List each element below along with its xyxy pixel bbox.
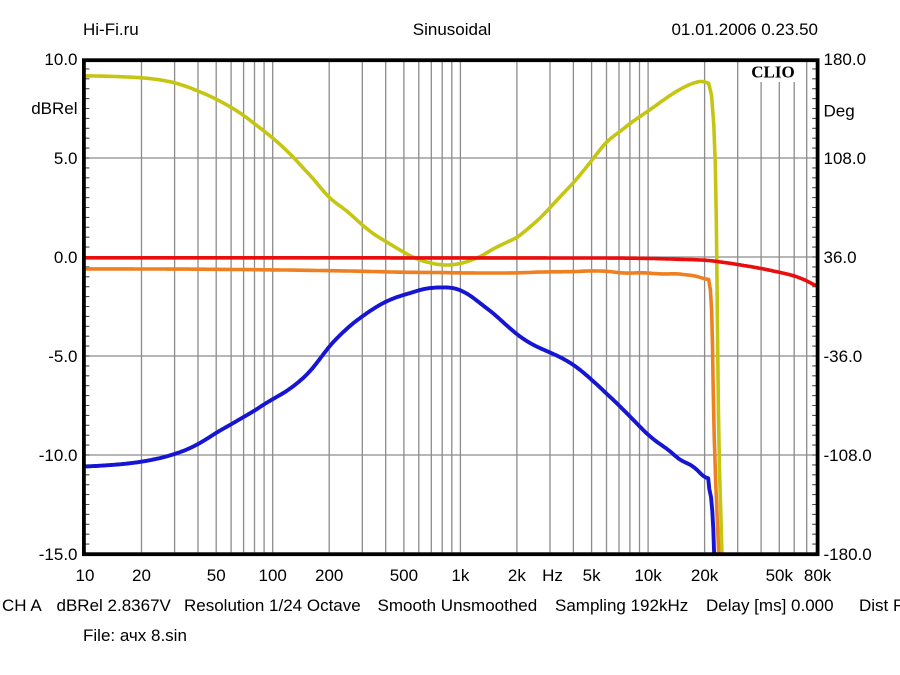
svg-text:50k: 50k [766, 566, 794, 585]
svg-text:200: 200 [315, 566, 343, 585]
svg-text:180.0: 180.0 [824, 50, 867, 69]
svg-text:Smooth Unsmoothed: Smooth Unsmoothed [378, 596, 538, 615]
svg-text:CH A: CH A [2, 596, 42, 615]
svg-text:Deg: Deg [824, 102, 855, 121]
svg-text:dBRel 2.8367V: dBRel 2.8367V [57, 596, 172, 615]
svg-text:Hz: Hz [542, 566, 563, 585]
svg-text:-10.0: -10.0 [39, 446, 78, 465]
svg-text:Dist Ris: Dist Ris [859, 596, 900, 615]
svg-text:50: 50 [207, 566, 226, 585]
svg-text:2k: 2k [508, 566, 526, 585]
svg-text:File: ачх 8.sin: File: ачх 8.sin [83, 626, 187, 645]
svg-text:-36.0: -36.0 [824, 347, 863, 366]
svg-text:-5.0: -5.0 [48, 347, 77, 366]
svg-text:Hi-Fi.ru: Hi-Fi.ru [83, 20, 139, 39]
svg-text:500: 500 [390, 566, 418, 585]
svg-text:5k: 5k [583, 566, 601, 585]
svg-text:36.0: 36.0 [824, 248, 857, 267]
svg-text:Resolution 1/24 Octave: Resolution 1/24 Octave [184, 596, 361, 615]
svg-text:-108.0: -108.0 [824, 446, 872, 465]
svg-text:80k: 80k [804, 566, 832, 585]
svg-text:0.0: 0.0 [54, 248, 78, 267]
svg-text:108.0: 108.0 [824, 149, 867, 168]
svg-text:10.0: 10.0 [44, 50, 77, 69]
svg-text:Sinusoidal: Sinusoidal [413, 20, 491, 39]
svg-text:1k: 1k [451, 566, 469, 585]
svg-text:Sampling 192kHz: Sampling 192kHz [555, 596, 688, 615]
svg-text:5.0: 5.0 [54, 149, 78, 168]
svg-text:10: 10 [76, 566, 95, 585]
svg-text:10k: 10k [634, 566, 662, 585]
svg-text:CLIO: CLIO [751, 63, 794, 82]
svg-text:100: 100 [259, 566, 287, 585]
svg-text:dBRel: dBRel [31, 99, 77, 118]
svg-text:01.01.2006 0.23.50: 01.01.2006 0.23.50 [671, 20, 818, 39]
svg-text:-180.0: -180.0 [824, 545, 872, 564]
svg-text:20k: 20k [691, 566, 719, 585]
svg-text:Delay [ms] 0.000: Delay [ms] 0.000 [706, 596, 834, 615]
svg-text:20: 20 [132, 566, 151, 585]
svg-text:-15.0: -15.0 [39, 545, 78, 564]
